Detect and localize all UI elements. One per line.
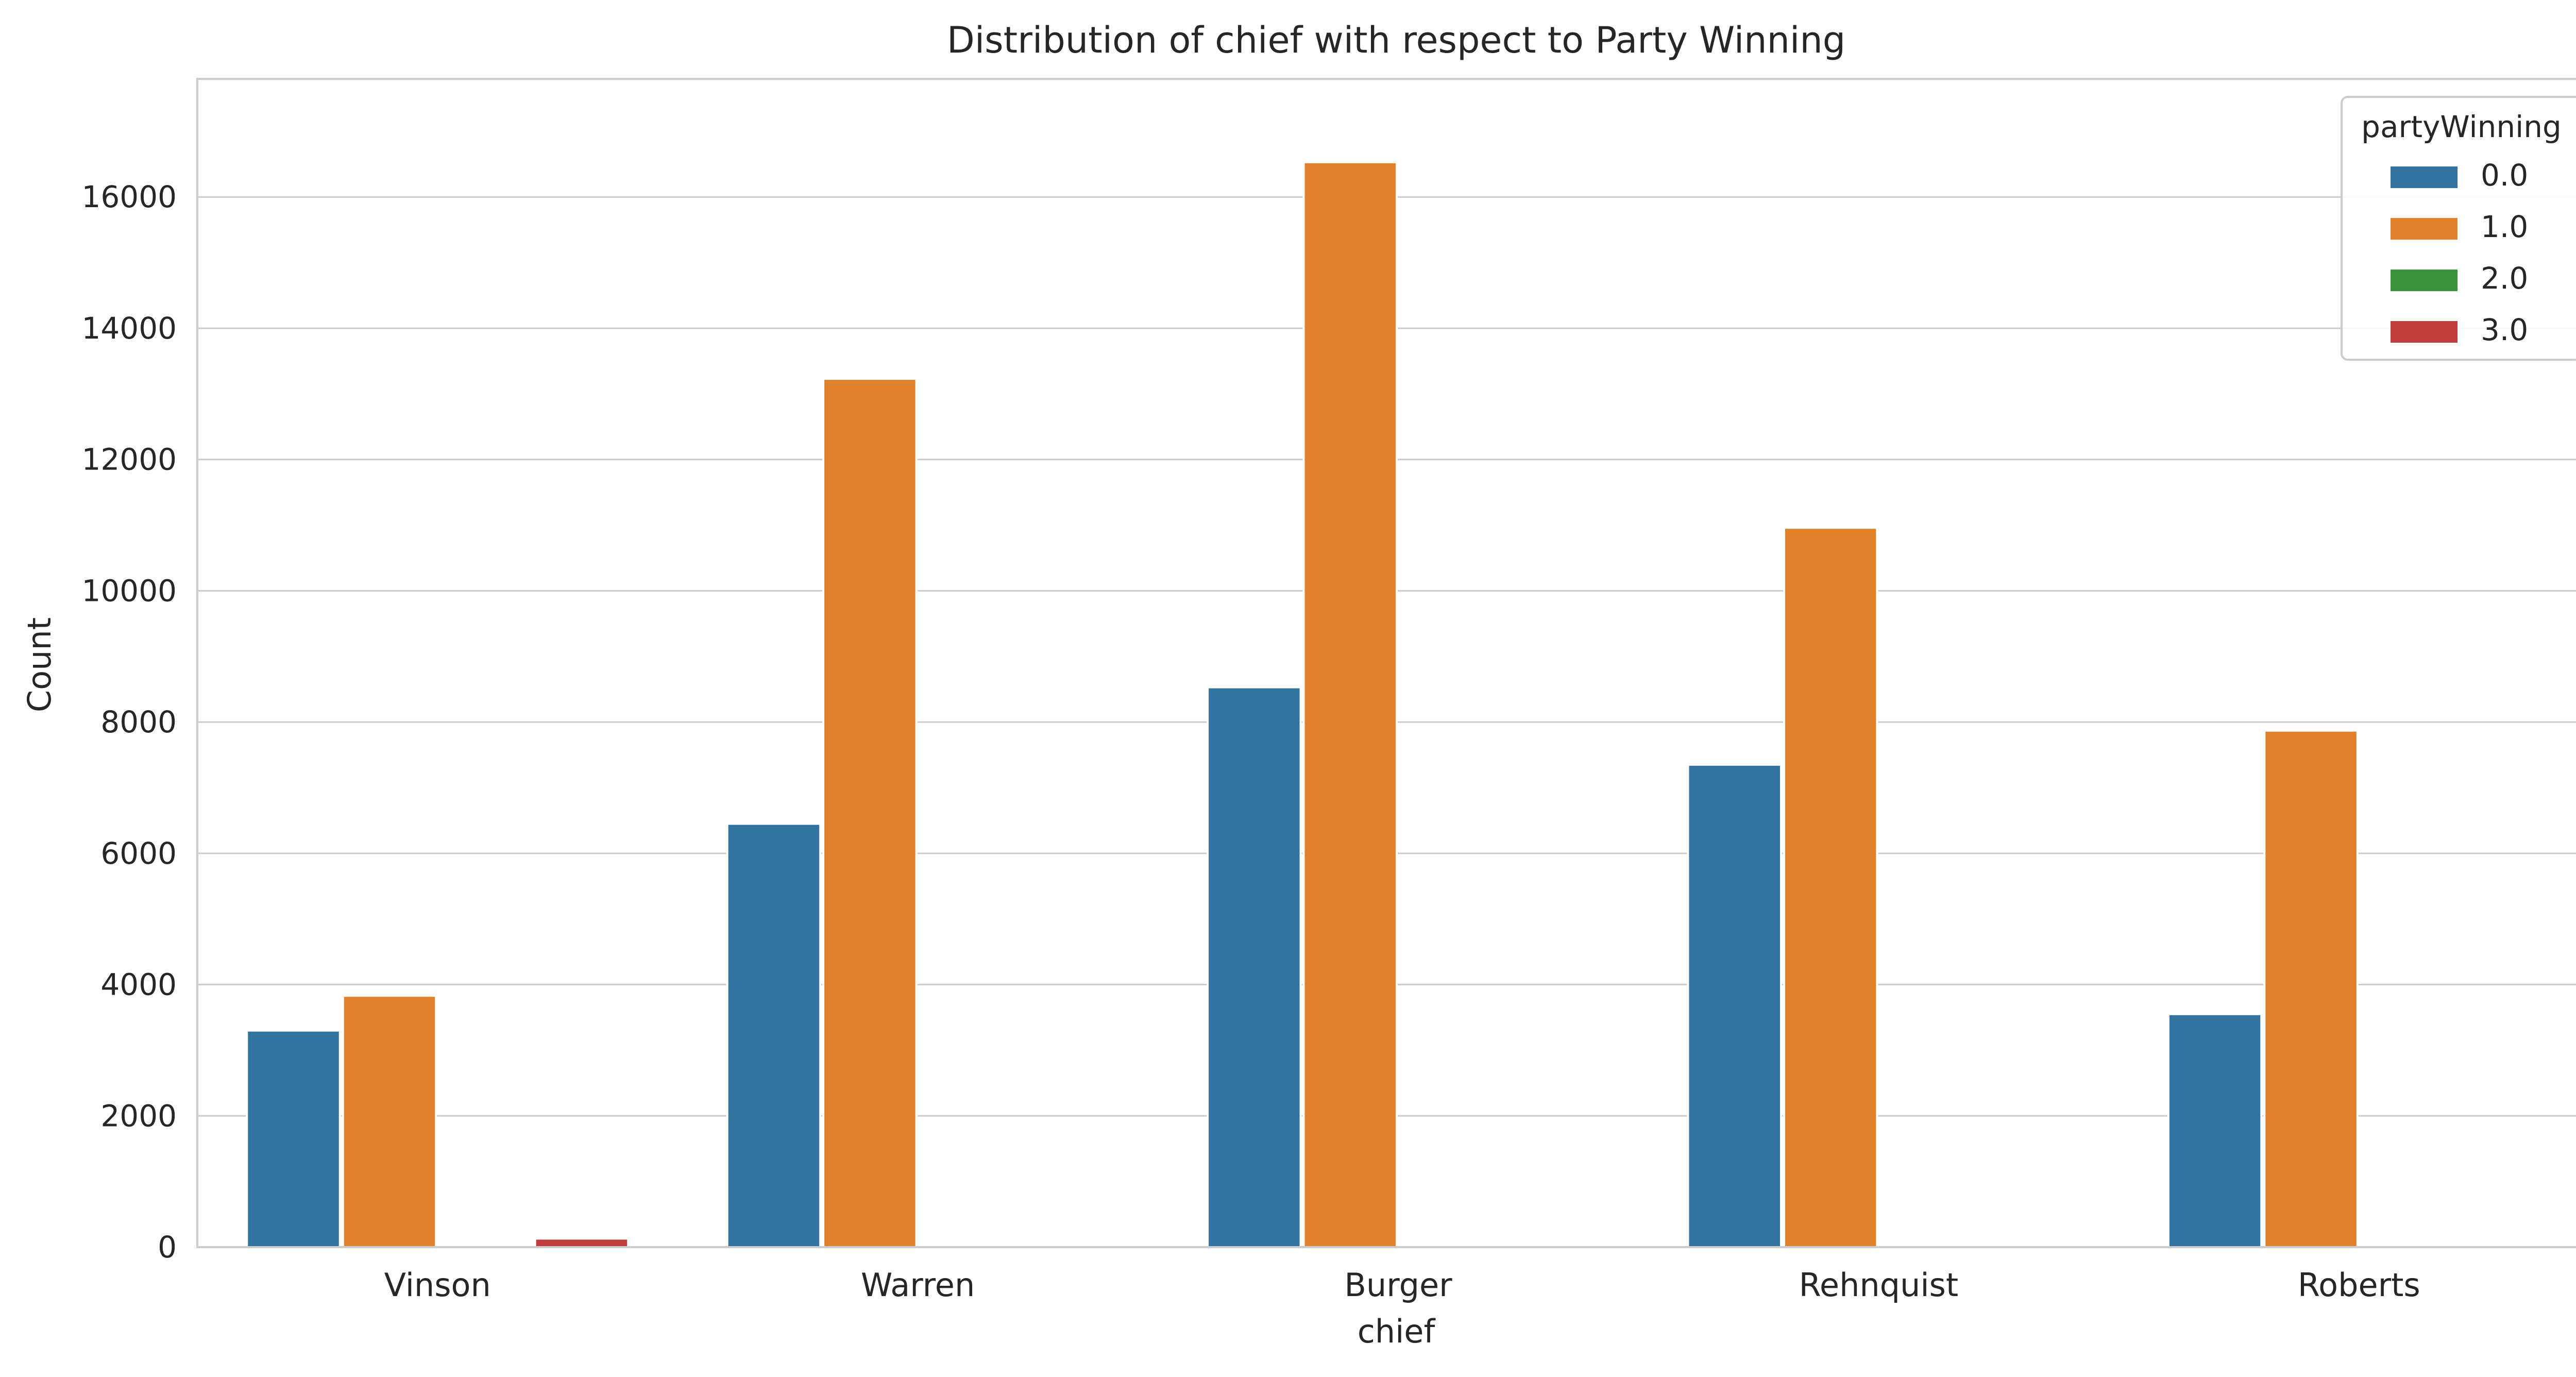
- legend-title: partyWinning: [2361, 109, 2562, 144]
- x-tick-label: Warren: [861, 1266, 975, 1304]
- y-tick-label: 6000: [100, 836, 177, 871]
- bar: [534, 1237, 630, 1249]
- y-axis-label: Count: [21, 617, 58, 712]
- bar: [2263, 729, 2359, 1248]
- plot-frame: [196, 78, 2576, 1248]
- y-tick-label: 14000: [81, 311, 177, 346]
- legend-box: [2341, 96, 2576, 361]
- chart-title: Distribution of chief with respect to Pa…: [947, 19, 1845, 61]
- bar: [342, 995, 437, 1248]
- bar: [726, 822, 822, 1248]
- legend-label: 1.0: [2481, 209, 2528, 244]
- bar: [1783, 527, 1878, 1248]
- y-tick-label: 16000: [81, 179, 177, 214]
- legend-swatch: [2391, 218, 2458, 240]
- x-tick-label: Burger: [1344, 1266, 1452, 1304]
- y-tick-label: 0: [158, 1230, 177, 1265]
- legend-swatch: [2391, 321, 2458, 343]
- legend-swatch: [2391, 166, 2458, 188]
- bar: [1302, 161, 1398, 1249]
- legend: partyWinning 0.0 1.0 2.0 3.0: [2341, 96, 2576, 361]
- bars: [246, 161, 2359, 1249]
- y-tick-label: 10000: [81, 573, 177, 608]
- legend-label: 3.0: [2481, 312, 2528, 347]
- x-tick-label: Roberts: [2298, 1266, 2420, 1304]
- x-tick-label: Vinson: [384, 1266, 491, 1304]
- bar: [246, 1029, 341, 1249]
- axes: 0 2000 4000 6000 8000 10000 12000 14000 16000 Vin…: [81, 78, 2576, 1304]
- y-tick-label: 8000: [100, 704, 177, 740]
- bar: [822, 378, 918, 1248]
- legend-swatch: [2391, 270, 2458, 291]
- x-axis-label: chief: [1358, 1313, 1436, 1350]
- y-tick-label: 4000: [100, 967, 177, 1002]
- y-tick-label: 2000: [100, 1098, 177, 1133]
- x-tick-label: Rehnquist: [1799, 1266, 1959, 1304]
- bar: [2167, 1013, 2263, 1248]
- legend-label: 0.0: [2481, 158, 2528, 193]
- y-tick-label: 12000: [81, 442, 177, 477]
- bar: [1687, 763, 1782, 1249]
- legend-label: 2.0: [2481, 261, 2528, 296]
- bar: [1207, 686, 1302, 1248]
